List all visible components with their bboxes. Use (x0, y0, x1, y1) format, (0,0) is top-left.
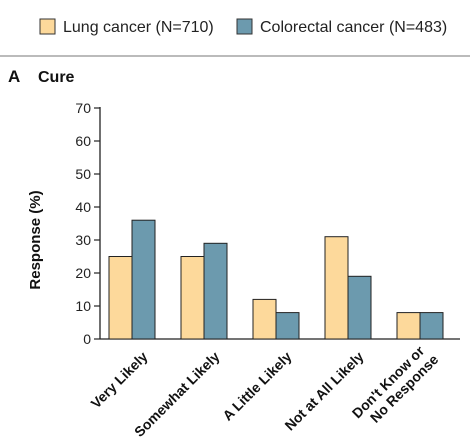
bar-colorectal-3 (347, 275, 372, 340)
bar-lung-2 (252, 298, 277, 340)
legend-label-colorectal: Colorectal cancer (N=483) (260, 19, 447, 36)
bar-colorectal-0 (131, 219, 156, 340)
y-tick-label-30: 30 (75, 232, 91, 248)
bar-lung-4 (396, 312, 421, 340)
y-tick-label-0: 0 (83, 331, 91, 347)
legend: Lung cancer (N=710) Colorectal cancer (N… (39, 18, 447, 36)
legend-swatch-colorectal (236, 18, 253, 35)
y-tick-label-20: 20 (75, 265, 91, 281)
bar-colorectal-4 (419, 312, 444, 340)
y-axis-title: Response (%) (27, 190, 44, 289)
legend-swatch-lung (39, 18, 56, 35)
y-tick-label-40: 40 (75, 199, 91, 215)
y-tick-label-60: 60 (75, 133, 91, 149)
category-label-line: Not at All Likely (281, 348, 366, 433)
panel-title: Cure (38, 69, 75, 86)
y-tick-label-70: 70 (75, 100, 91, 116)
y-tick-label-50: 50 (75, 166, 91, 182)
bar-lung-0 (108, 256, 133, 340)
panel-letter: A (8, 67, 20, 86)
category-label-4: Don't Know orNo Response (349, 340, 442, 433)
bar-lung-1 (180, 256, 205, 340)
legend-label-lung: Lung cancer (N=710) (63, 19, 214, 36)
bar-colorectal-1 (203, 242, 228, 340)
category-label-3: Not at All Likely (281, 348, 366, 433)
category-label-line: A Little Likely (219, 348, 294, 423)
bar-lung-3 (324, 236, 349, 340)
y-tick-label-10: 10 (75, 298, 91, 314)
bar-colorectal-2 (275, 312, 300, 340)
category-label-line: Very Likely (88, 348, 151, 411)
category-label-2: A Little Likely (219, 348, 294, 423)
category-label-0: Very Likely (88, 348, 151, 411)
